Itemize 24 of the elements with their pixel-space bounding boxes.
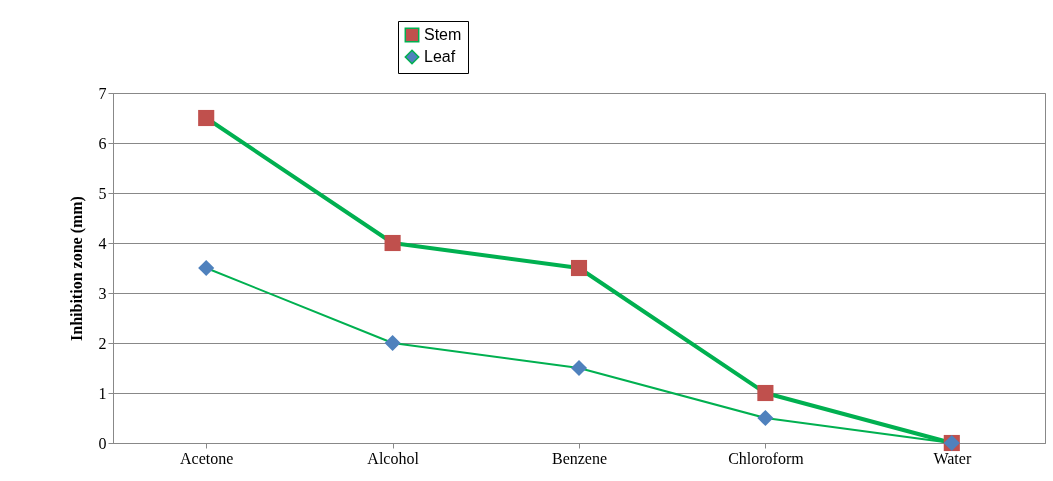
- legend-label: Leaf: [424, 48, 456, 65]
- y-tick-label: 7: [98, 84, 107, 102]
- y-tick-label: 1: [98, 384, 107, 402]
- point: [570, 359, 588, 377]
- point: [384, 234, 401, 252]
- x-tick-label: Acetone: [180, 449, 234, 467]
- y-tick-label: 2: [98, 334, 107, 352]
- x-tick-label: Chloroform: [728, 449, 805, 467]
- y-tick-label: 6: [98, 134, 107, 152]
- x-tick-label: Water: [933, 449, 972, 467]
- point: [570, 259, 588, 277]
- y-tick-label: 5: [98, 184, 107, 202]
- point: [198, 109, 215, 127]
- point: [757, 409, 774, 427]
- legend-label: Stem: [424, 26, 462, 43]
- point: [757, 384, 774, 402]
- point: [198, 259, 215, 277]
- y-tick-label: 3: [98, 284, 107, 302]
- point: [384, 334, 401, 352]
- y-tick-label: 0: [98, 434, 107, 452]
- x-tick-label: Benzene: [551, 449, 608, 467]
- y-tick-label: 4: [98, 234, 107, 252]
- y-axis-title: Inhibition zone (mm): [67, 196, 86, 341]
- x-tick-label: Alcohol: [367, 449, 420, 467]
